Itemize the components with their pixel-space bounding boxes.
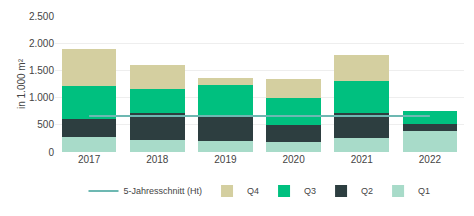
svg-text:2020: 2020: [282, 154, 305, 165]
svg-text:5-Jahresschnitt (Ht): 5-Jahresschnitt (Ht): [124, 186, 203, 196]
svg-text:2019: 2019: [214, 154, 237, 165]
svg-text:2021: 2021: [351, 154, 374, 165]
svg-text:0: 0: [48, 147, 54, 158]
svg-text:2.000: 2.000: [29, 38, 54, 49]
svg-text:Q4: Q4: [247, 186, 259, 196]
svg-text:1.500: 1.500: [29, 65, 54, 76]
svg-text:2022: 2022: [419, 154, 442, 165]
svg-text:in 1.000 m²: in 1.000 m²: [16, 58, 27, 109]
svg-text:Q3: Q3: [304, 186, 316, 196]
svg-text:2.500: 2.500: [29, 11, 54, 22]
svg-text:2018: 2018: [146, 154, 169, 165]
svg-text:Q1: Q1: [418, 186, 430, 196]
svg-text:1.000: 1.000: [29, 92, 54, 103]
svg-text:Q2: Q2: [361, 186, 373, 196]
svg-text:2017: 2017: [78, 154, 101, 165]
svg-text:500: 500: [37, 119, 54, 130]
